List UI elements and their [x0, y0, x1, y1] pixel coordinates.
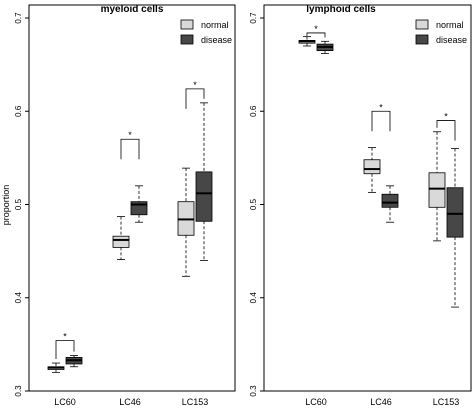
panel-title: lymphoid cells	[306, 4, 376, 15]
x-category-label: LC60	[54, 397, 76, 407]
significance-star: *	[314, 24, 318, 34]
y-tick-label: 0.4	[249, 292, 258, 304]
significance-bracket	[371, 110, 391, 132]
significance-bracket	[120, 138, 140, 160]
box-normal	[363, 159, 381, 175]
legend-label-normal: normal	[436, 20, 464, 30]
box-disease	[381, 193, 399, 208]
legend-label-disease: disease	[436, 35, 467, 45]
lymphoid-panel: lymphoid cells 0.3 0.4 0.5 0.6 0.7 * * * LC60 LC4…	[249, 4, 472, 407]
x-category-label: LC153	[433, 397, 460, 407]
legend-label-disease: disease	[201, 35, 232, 45]
legend-swatch-normal	[180, 19, 194, 30]
y-tick-label: 0.7	[14, 12, 23, 24]
y-axis-label: proportion	[1, 185, 11, 226]
significance-bracket	[436, 120, 456, 141]
legend-swatch-disease	[415, 34, 429, 45]
significance-star: *	[63, 332, 67, 342]
x-category-label: LC46	[370, 397, 392, 407]
x-category-label: LC153	[182, 397, 209, 407]
significance-bracket	[185, 88, 205, 109]
myeloid-panel: myeloid cells 0.3 0.4 0.5 0.6 0.7 * * * LC60 LC46…	[14, 4, 236, 407]
box-disease	[446, 187, 464, 238]
legend-label-normal: normal	[201, 20, 229, 30]
plot-frame	[28, 4, 236, 392]
box-normal	[428, 172, 446, 208]
y-tick-label: 0.6	[14, 105, 23, 117]
y-tick-label: 0.5	[249, 198, 258, 210]
x-category-label: LC46	[119, 397, 141, 407]
box-normal	[112, 235, 130, 248]
significance-star: *	[193, 80, 197, 90]
panel-title: myeloid cells	[101, 4, 164, 15]
box-disease	[195, 171, 213, 222]
y-tick-label: 0.5	[14, 198, 23, 210]
y-tick-label: 0.4	[14, 292, 23, 304]
plot-frame	[263, 4, 472, 392]
legend-swatch-normal	[415, 19, 429, 30]
y-tick-label: 0.3	[249, 385, 258, 397]
significance-star: *	[379, 102, 383, 112]
legend-swatch-disease	[180, 34, 194, 45]
y-tick-label: 0.3	[14, 385, 23, 397]
significance-bracket	[306, 32, 326, 38]
y-tick-label: 0.7	[249, 12, 258, 24]
y-tick-label: 0.6	[249, 105, 258, 117]
significance-star: *	[128, 130, 132, 140]
x-category-label: LC60	[305, 397, 327, 407]
significance-star: *	[444, 112, 448, 122]
significance-bracket	[55, 340, 75, 360]
